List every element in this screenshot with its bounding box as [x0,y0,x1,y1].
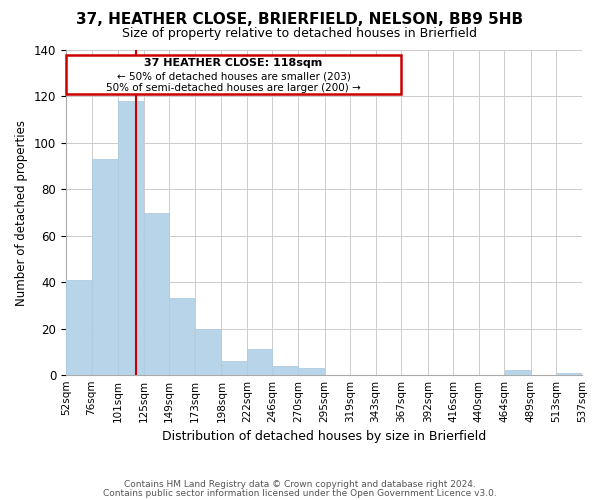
Text: Size of property relative to detached houses in Brierfield: Size of property relative to detached ho… [122,28,478,40]
Bar [272,366,298,375]
Text: 37, HEATHER CLOSE, BRIERFIELD, NELSON, BB9 5HB: 37, HEATHER CLOSE, BRIERFIELD, NELSON, B… [76,12,524,28]
Text: 50% of semi-detached houses are larger (200) →: 50% of semi-detached houses are larger (… [106,83,361,93]
Text: ← 50% of detached houses are smaller (203): ← 50% of detached houses are smaller (20… [116,72,350,82]
Bar [505,370,530,375]
Bar [92,159,118,375]
X-axis label: Distribution of detached houses by size in Brierfield: Distribution of detached houses by size … [162,430,486,444]
Text: 37 HEATHER CLOSE: 118sqm: 37 HEATHER CLOSE: 118sqm [145,58,323,68]
Bar [247,350,272,375]
Bar [557,372,582,375]
Bar [66,54,401,94]
Text: Contains public sector information licensed under the Open Government Licence v3: Contains public sector information licen… [103,488,497,498]
Text: Contains HM Land Registry data © Crown copyright and database right 2024.: Contains HM Land Registry data © Crown c… [124,480,476,489]
Bar [169,298,194,375]
Bar [66,280,91,375]
Bar [298,368,324,375]
Bar [195,328,221,375]
Y-axis label: Number of detached properties: Number of detached properties [16,120,28,306]
Bar [144,212,169,375]
Bar [118,101,143,375]
Bar [221,361,247,375]
